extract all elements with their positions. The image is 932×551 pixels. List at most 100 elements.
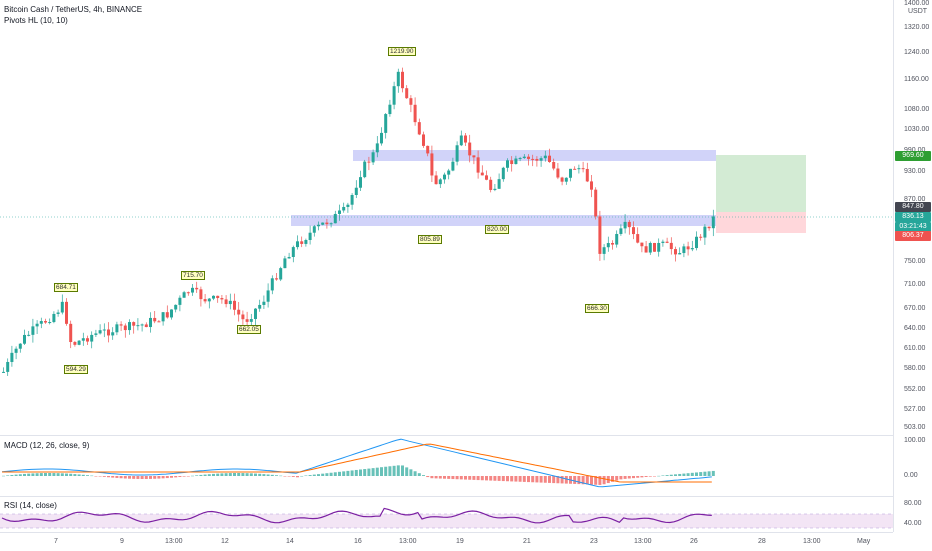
- rsi-axis-tick: 80.00: [904, 500, 922, 507]
- price-axis-tick: 870.00: [904, 196, 926, 203]
- candle-body: [665, 241, 669, 243]
- candle-body: [52, 313, 56, 323]
- rsi-axis-tick: 40.00: [904, 520, 922, 527]
- macd-histogram-bar: [623, 476, 627, 479]
- macd-histogram-bar: [522, 476, 526, 482]
- macd-histogram-bar: [174, 476, 178, 478]
- candle-body: [27, 334, 31, 336]
- candle-body: [287, 256, 291, 259]
- macd-histogram-bar: [317, 474, 320, 476]
- macd-histogram-bar: [23, 473, 26, 476]
- candle-body: [371, 152, 375, 163]
- target-zone[interactable]: [716, 155, 806, 212]
- candle-body: [611, 243, 614, 245]
- candle-body: [203, 299, 207, 302]
- macd-histogram-bar: [144, 476, 148, 479]
- candle-body: [178, 297, 182, 305]
- candle-body: [417, 122, 421, 135]
- candle-body: [669, 242, 673, 250]
- candle-body: [401, 71, 404, 89]
- candle-body: [405, 88, 409, 99]
- symbol-title[interactable]: Bitcoin Cash / TetherUS, 4h, BINANCE: [4, 5, 143, 14]
- macd-pane[interactable]: MACD (12, 26, close, 9): [0, 435, 893, 496]
- macd-histogram-bar: [77, 474, 81, 476]
- macd-histogram-bar: [384, 466, 388, 476]
- rsi-legend[interactable]: RSI (14, close): [4, 501, 57, 510]
- macd-histogram-bar: [27, 473, 31, 476]
- time-axis-label: 7: [54, 538, 58, 545]
- candle-body: [270, 278, 274, 291]
- macd-histogram-bar: [648, 476, 652, 477]
- macd-histogram-bar: [695, 472, 698, 476]
- candle-body: [459, 135, 463, 146]
- candle-body: [514, 158, 518, 165]
- candle-body: [90, 334, 94, 342]
- candle-body: [254, 308, 257, 320]
- candle-body: [6, 361, 10, 372]
- candle-body: [590, 181, 593, 190]
- price-axis-tick: 710.00: [904, 281, 926, 288]
- macd-histogram-bar: [447, 476, 451, 479]
- macd-histogram-bar: [396, 465, 400, 476]
- macd-histogram-bar: [186, 476, 190, 477]
- macd-histogram-bar: [195, 475, 199, 476]
- price-chart-pane[interactable]: Bitcoin Cash / TetherUS, 4h, BINANCE Piv…: [0, 0, 893, 434]
- candle-body: [686, 246, 690, 250]
- macd-histogram-bar: [585, 476, 589, 485]
- macd-histogram-bar: [401, 465, 404, 476]
- macd-canvas[interactable]: [0, 436, 893, 496]
- macd-histogram-bar: [10, 474, 14, 476]
- candle-body: [690, 248, 694, 250]
- candle-body: [539, 158, 543, 161]
- macd-histogram-bar: [56, 473, 60, 476]
- time-axis[interactable]: 7 9 13:00 12 14 16 13:00 19 21 23 13:00 …: [0, 532, 893, 551]
- macd-histogram-bar: [48, 473, 52, 476]
- candle-body: [291, 247, 295, 257]
- candle-body: [296, 241, 299, 248]
- candle-body: [56, 312, 60, 314]
- macd-histogram-bar: [262, 474, 266, 476]
- time-axis-label: 19: [456, 538, 464, 545]
- macd-histogram-bar: [501, 476, 505, 482]
- rsi-canvas[interactable]: [0, 497, 893, 533]
- macd-histogram-bar: [590, 476, 593, 485]
- candle-body: [161, 312, 165, 322]
- time-axis-label: 13:00: [803, 538, 821, 545]
- macd-histogram-bar: [18, 474, 22, 476]
- candle-body: [375, 143, 379, 153]
- candle-body: [312, 226, 316, 233]
- time-axis-label: 9: [120, 538, 124, 545]
- indicator-legend[interactable]: Pivots HL (10, 10): [4, 16, 68, 25]
- rsi-pane[interactable]: RSI (14, close): [0, 496, 893, 533]
- macd-histogram-bar: [94, 476, 98, 477]
- candle-body: [640, 242, 644, 247]
- candle-body: [413, 104, 417, 123]
- candle-body: [476, 157, 480, 173]
- macd-histogram-bar: [627, 476, 631, 479]
- candle-body: [102, 329, 106, 331]
- candle-body: [695, 236, 698, 249]
- macd-histogram-bar: [661, 475, 665, 476]
- candle-body: [191, 287, 194, 293]
- candle-body: [350, 194, 354, 205]
- candle-body: [497, 179, 501, 189]
- macd-histogram-bar: [653, 476, 656, 477]
- price-axis[interactable]: 1400.00 USDT 1320.00 1240.00 1160.00 108…: [893, 0, 932, 532]
- stop-zone[interactable]: [716, 212, 806, 233]
- pivot-low-label: 594.29: [64, 365, 88, 374]
- macd-legend[interactable]: MACD (12, 26, close, 9): [4, 441, 90, 450]
- candle-body: [144, 324, 148, 328]
- macd-histogram-bar: [665, 475, 669, 476]
- candle-body: [2, 371, 5, 373]
- candle-body: [443, 174, 446, 180]
- price-chart-canvas[interactable]: [0, 0, 893, 434]
- last-close-tag: 847.80: [895, 202, 931, 212]
- macd-histogram-bar: [203, 474, 207, 476]
- macd-histogram-bar: [543, 476, 547, 483]
- candle-body: [468, 142, 472, 156]
- macd-histogram-bar: [434, 476, 438, 479]
- macd-histogram-bar: [325, 473, 329, 476]
- time-axis-label: 28: [758, 538, 766, 545]
- candle-body: [216, 295, 220, 299]
- candle-body: [581, 168, 585, 170]
